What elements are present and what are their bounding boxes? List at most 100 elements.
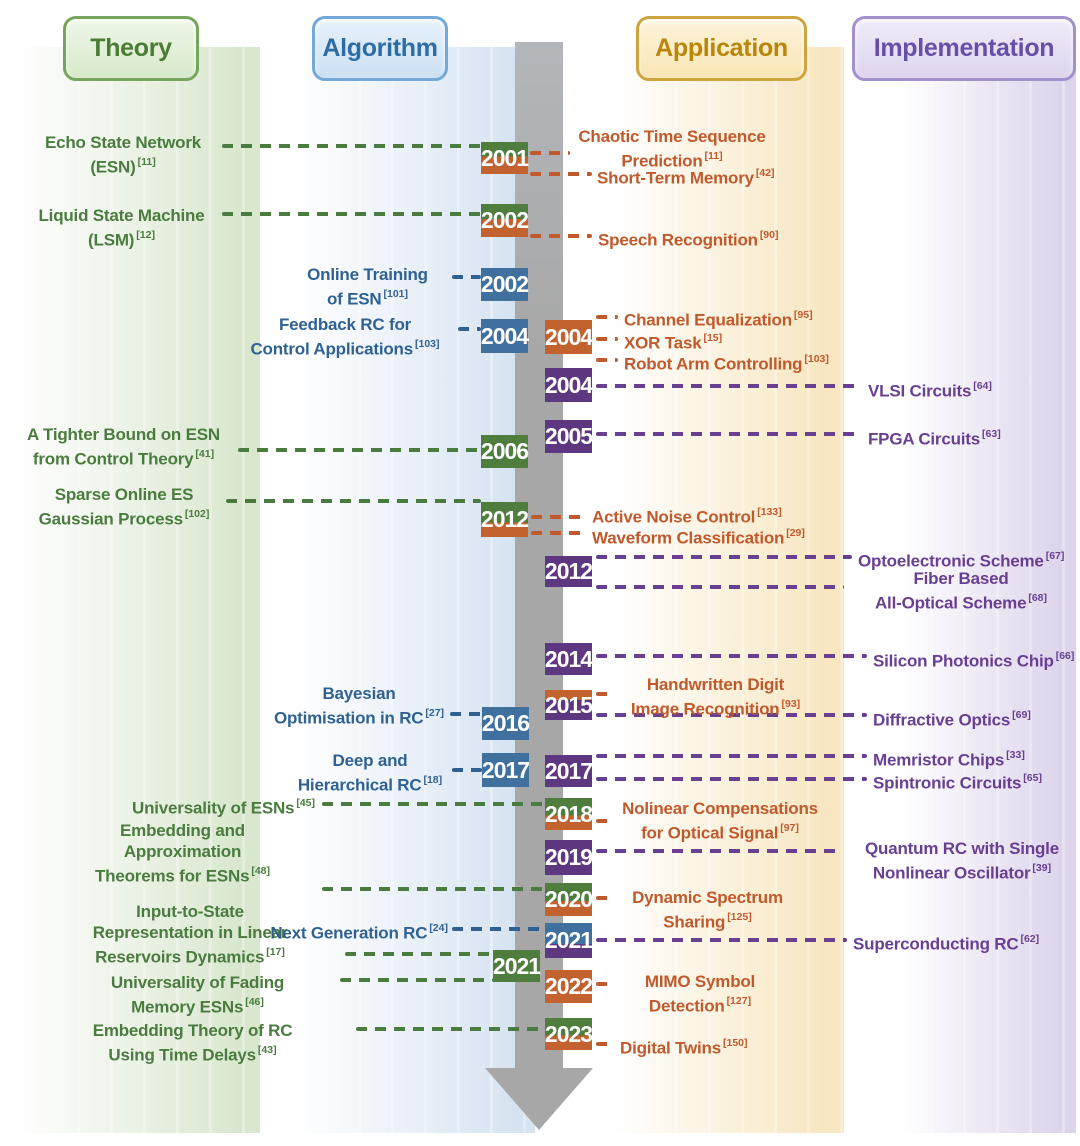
label-spintronic-circuits: Spintronic Circuits [65] <box>873 769 1068 794</box>
label-line: Dynamic Spectrum <box>620 887 795 908</box>
label-text: Superconducting RC <box>853 934 1019 954</box>
connector-handwritten-digit <box>596 692 614 696</box>
label-text: (ESN) <box>90 157 136 177</box>
citation-ref: [18] <box>423 774 443 786</box>
label-line: Embedding Theory of RC <box>35 1020 350 1041</box>
connector-spintronic-circuits <box>596 777 867 781</box>
year-badge-text: 2023 <box>544 1020 593 1047</box>
year-badge-text: 2022 <box>544 973 593 999</box>
header-implementation: Implementation <box>852 16 1076 81</box>
connector-robot-arm-controlling <box>596 358 618 362</box>
year-badge-text: 2002 <box>480 207 529 233</box>
year-badge-text: 2016 <box>481 710 530 736</box>
header-algorithm: Algorithm <box>312 16 448 81</box>
label-text: Using Time Delays <box>108 1045 256 1065</box>
label-text: Memory ESNs <box>131 997 244 1017</box>
label-text: Sparse Online ES <box>54 485 194 504</box>
connector-embedding-approximation-theorems <box>322 887 545 891</box>
label-text: Representation in Linear <box>92 923 288 942</box>
label-line: Quantum RC with Single <box>848 838 1076 859</box>
label-text: Embedding and <box>120 821 245 840</box>
label-text: Feedback RC for <box>278 315 412 334</box>
label-text: Digital Twins <box>620 1038 721 1058</box>
citation-ref: [90] <box>759 229 779 241</box>
connector-channel-equalization <box>596 315 618 319</box>
label-text: Dynamic Spectrum <box>632 888 783 907</box>
label-line: Hierarchical RC [18] <box>290 771 450 796</box>
label-feedback-rc-control: Feedback RC for Control Applications [103] <box>235 314 455 360</box>
label-echo-state-network: Echo State Network (ESN) [11] <box>28 132 218 178</box>
year-badge-2020-theory: 2020 <box>545 883 593 916</box>
label-line: Diffractive Optics [69] <box>873 706 1068 731</box>
connector-sparse-online-es <box>226 499 481 503</box>
connector-waveform-classification <box>531 531 586 535</box>
citation-ref: [11] <box>704 150 723 162</box>
year-badge-text: 2014 <box>544 645 593 672</box>
label-line: Online Training <box>285 264 450 285</box>
label-vlsi-circuits: VLSI Circuits [64] <box>868 377 1038 402</box>
connector-input-to-state-representation <box>345 952 493 956</box>
label-text: Input-to-State <box>136 902 244 921</box>
label-line: Robot Arm Controlling [103] <box>624 350 864 375</box>
label-line: Control Applications [103] <box>235 335 455 360</box>
label-text: Universality of Fading <box>110 973 285 992</box>
label-line: All-Optical Scheme [68] <box>850 589 1072 614</box>
label-robot-arm-controlling: Robot Arm Controlling [103] <box>624 350 864 375</box>
label-text: Image Recognition <box>630 699 780 719</box>
label-line: (ESN) [11] <box>28 153 218 178</box>
label-line: Image Recognition [93] <box>618 695 813 720</box>
citation-ref: [46] <box>245 996 264 1008</box>
citation-ref: [125] <box>727 911 752 923</box>
label-channel-equalization: Channel Equalization [95] <box>624 306 854 331</box>
connector-nolinear-compensations <box>596 819 612 823</box>
citation-ref: [15] <box>703 332 723 344</box>
label-line: Gaussian Process [102] <box>28 505 220 530</box>
connector-speech-recognition <box>530 234 592 238</box>
connector-universality-of-esns <box>322 802 545 806</box>
label-tighter-bound-esn: A Tighter Bound on ESN from Control Theor… <box>16 424 231 470</box>
timeline-arrowhead-icon <box>485 1068 593 1130</box>
connector-short-term-memory <box>530 172 592 176</box>
label-text: Speech Recognition <box>598 230 758 250</box>
label-text: Nolinear Compensations <box>622 799 818 818</box>
citation-ref: [68] <box>1028 592 1048 604</box>
label-text: Control Applications <box>250 339 413 359</box>
year-badge-text: 2012 <box>544 558 593 584</box>
label-text: All-Optical Scheme <box>874 593 1027 613</box>
connector-optoelectronic-scheme <box>596 555 852 559</box>
citation-ref: [103] <box>415 338 440 350</box>
label-line: Memristor Chips [33] <box>873 746 1063 771</box>
label-text: Next Generation RC <box>270 923 428 943</box>
connector-mimo-symbol-detection <box>596 982 615 986</box>
citation-ref: [33] <box>1006 749 1025 761</box>
connector-xor-task <box>596 337 618 341</box>
label-line: Chaotic Time Sequence <box>572 126 772 147</box>
label-line: Short-Term Memory [42] <box>597 164 817 189</box>
connector-next-generation-rc <box>452 927 545 931</box>
label-line: FPGA Circuits [63] <box>868 425 1038 450</box>
citation-ref: [64] <box>973 380 992 392</box>
label-text: Diffractive Optics <box>873 710 1011 730</box>
year-badge-text: 2004 <box>544 323 593 350</box>
label-line: for Optical Signal [97] <box>615 819 825 844</box>
year-badge-2002-theory: 2002 <box>480 204 529 237</box>
label-text: Liquid State Machine <box>38 206 205 225</box>
year-badge-2016-algorithm: 2016 <box>481 707 530 740</box>
label-text: Bayesian <box>322 684 396 703</box>
label-line: Superconducting RC [62] <box>853 930 1075 955</box>
label-liquid-state-machine: Liquid State Machine (LSM) [12] <box>24 205 219 251</box>
label-handwritten-digit: Handwritten Digit Image Recognition [93] <box>618 674 813 720</box>
label-waveform-classification: Waveform Classification [29] <box>592 524 832 549</box>
citation-ref: [17] <box>266 946 285 958</box>
year-badge-text: 2002 <box>480 271 529 297</box>
label-text: (LSM) <box>88 230 135 250</box>
year-badge-2017-implementation: 2017 <box>545 755 593 787</box>
year-badge-text: 2012 <box>480 506 529 532</box>
label-mimo-symbol-detection: MIMO Symbol Detection [127] <box>620 971 780 1017</box>
label-line: Memory ESNs [46] <box>60 993 335 1018</box>
label-line: MIMO Symbol <box>620 971 780 992</box>
year-badge-2004-application: 2004 <box>544 320 593 354</box>
year-badge-text: 2001 <box>480 144 529 171</box>
label-line: Sparse Online ES <box>28 484 220 505</box>
year-badge-2021-theory: 2021 <box>493 950 541 982</box>
